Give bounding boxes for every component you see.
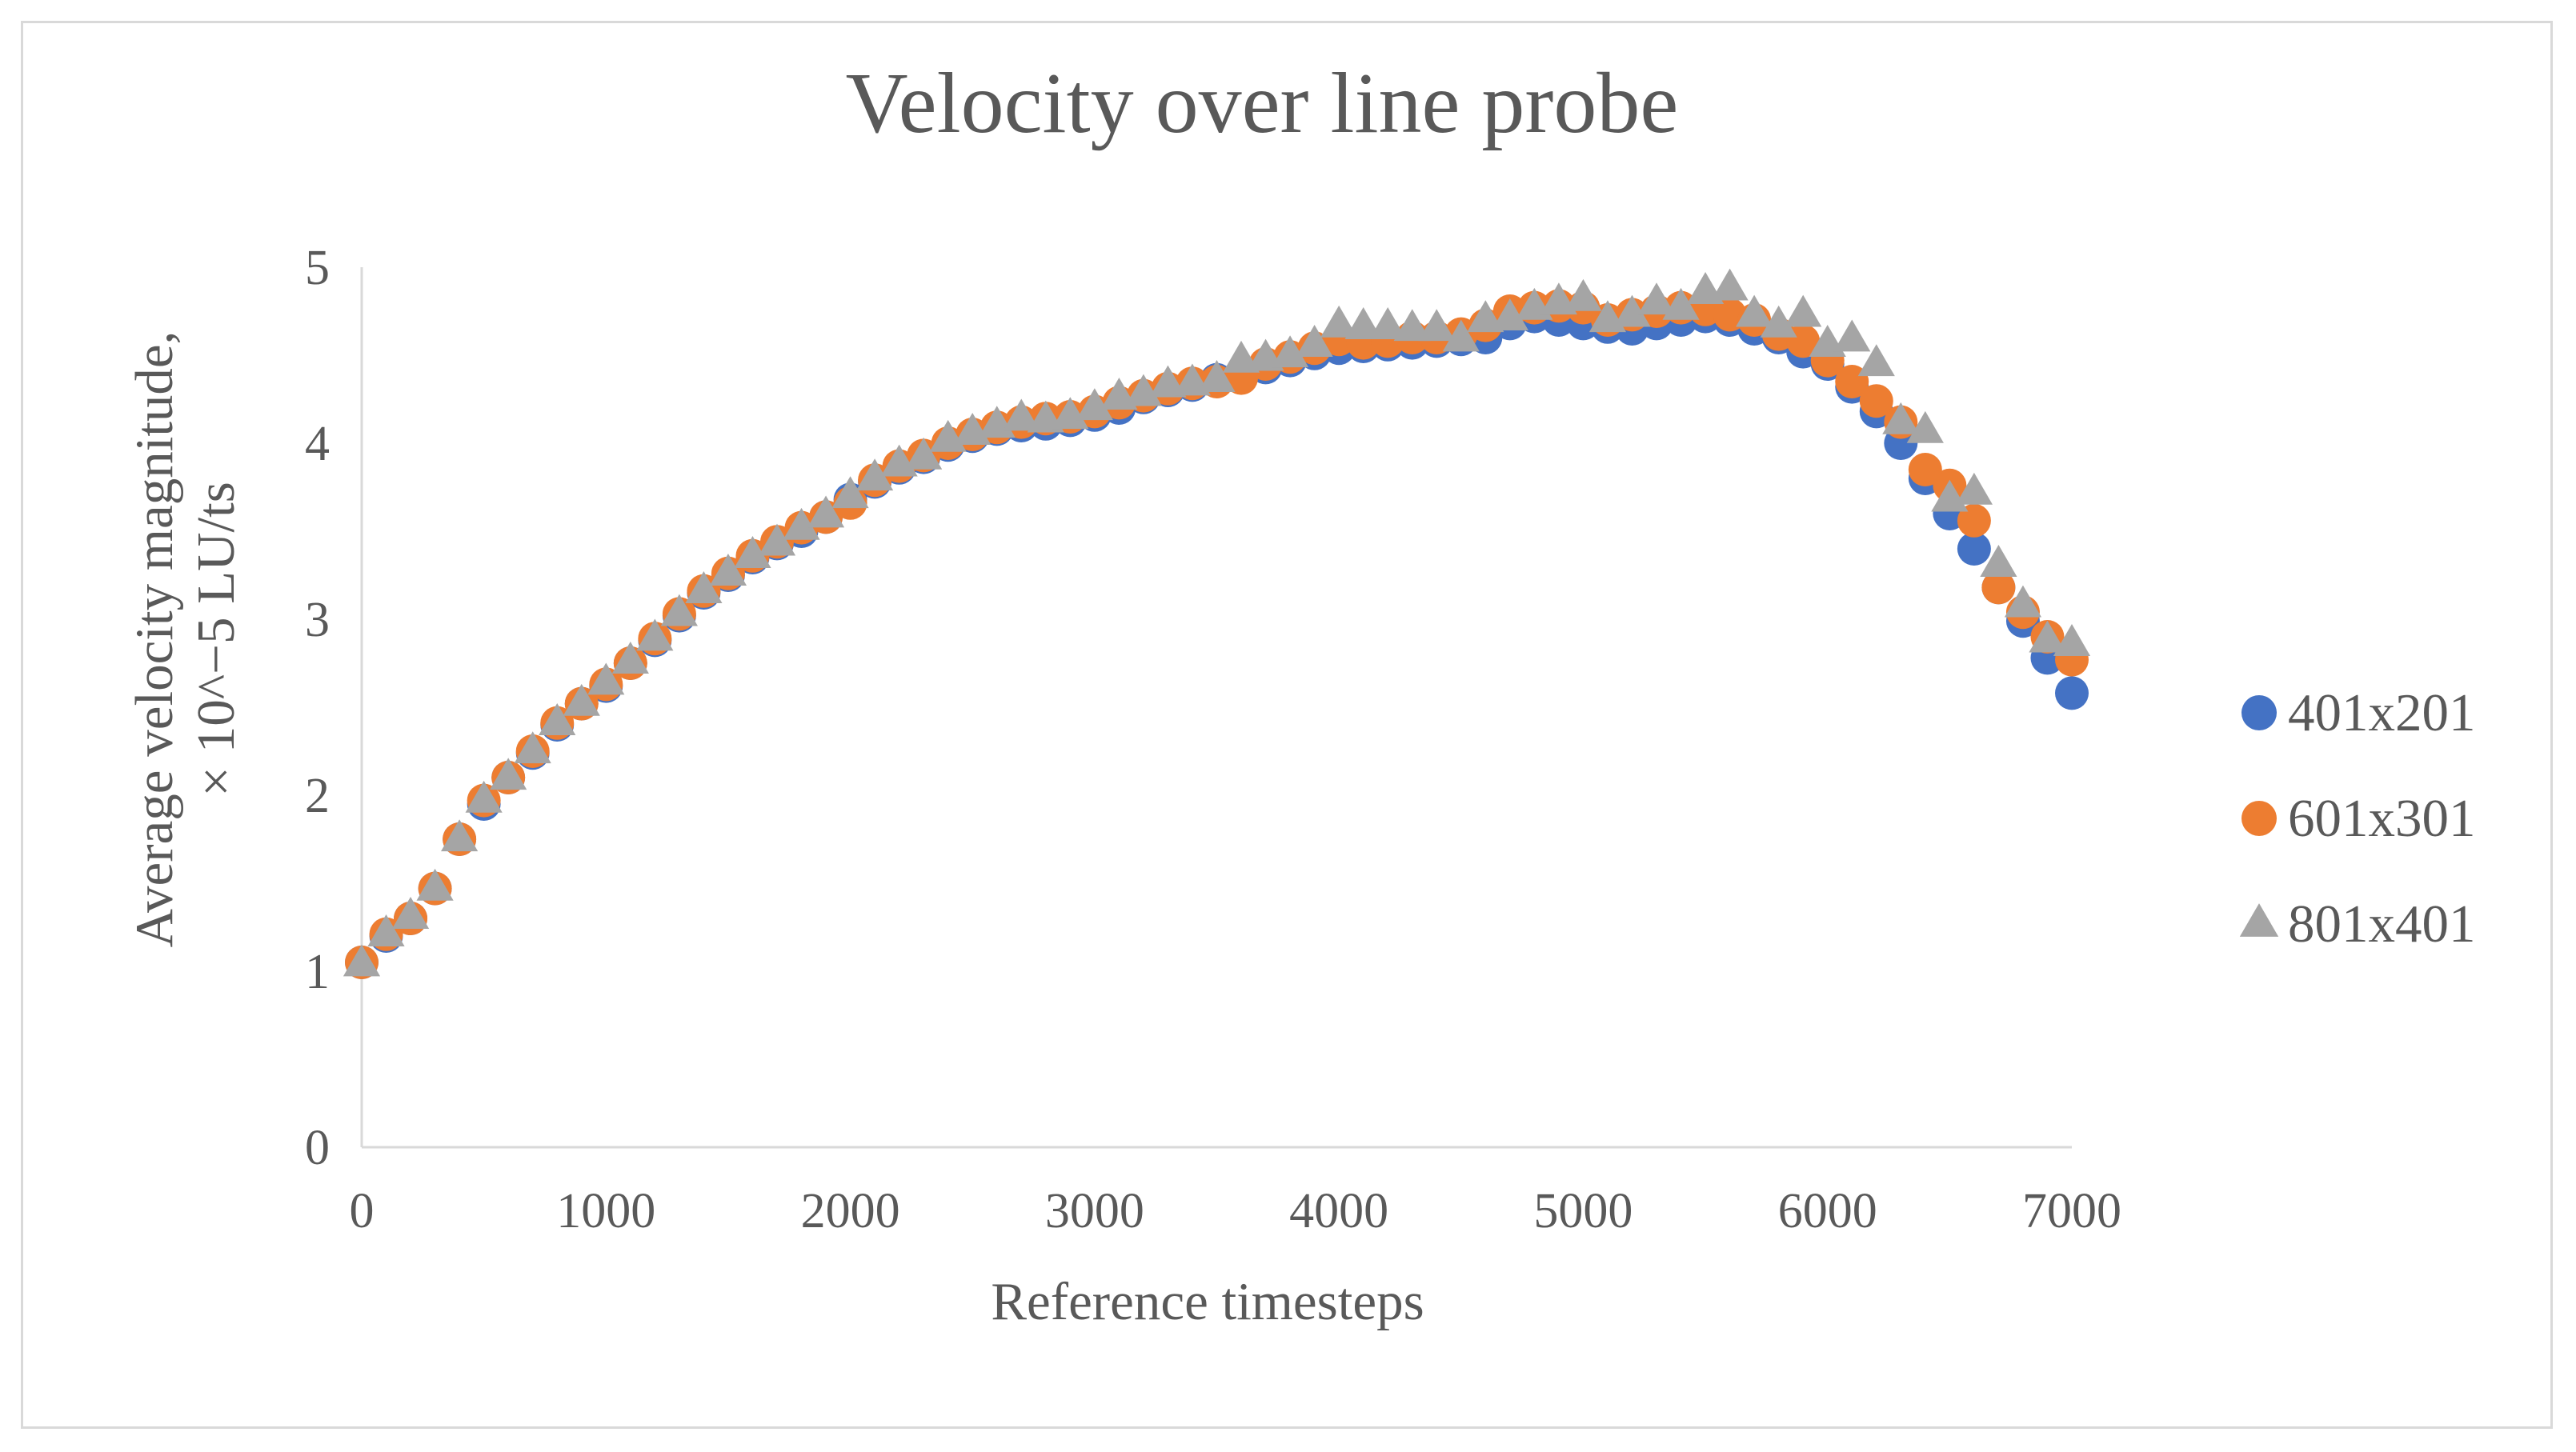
legend-marker: [2241, 801, 2277, 836]
legend-marker: [2239, 903, 2279, 937]
data-point: [1957, 503, 1991, 538]
legend-label: 601x301: [2288, 789, 2476, 848]
data-point: [2055, 676, 2089, 710]
data-point: [758, 523, 796, 556]
y-tick-label: 4: [305, 417, 330, 471]
data-point: [1613, 294, 1651, 327]
legend-marker: [2241, 695, 2277, 730]
data-point: [709, 554, 747, 586]
data-point: [660, 594, 698, 626]
y-tick-label: 3: [305, 593, 330, 647]
chart-frame: Velocity over line probe Average velocit…: [21, 21, 2553, 1429]
data-point: [1785, 294, 1822, 327]
data-point: [1564, 278, 1602, 311]
data-point: [807, 495, 845, 528]
series-601x301: [345, 289, 2089, 979]
data-point: [563, 683, 600, 716]
data-point: [1786, 324, 1821, 358]
legend-label: 801x401: [2288, 894, 2476, 954]
data-point: [2004, 585, 2042, 618]
data-point: [490, 758, 527, 790]
legend: 401x201 601x301 801x401: [2239, 683, 2476, 954]
data-point: [1418, 309, 1456, 342]
data-point: [1957, 532, 1991, 566]
data-point: [611, 642, 649, 674]
axes: [360, 267, 2072, 1149]
data-point: [1271, 335, 1309, 368]
data-point: [1003, 398, 1040, 431]
x-tick-label: 3000: [1045, 1184, 1144, 1238]
data-point: [1955, 472, 1993, 505]
data-point: [416, 868, 454, 901]
data-point: [1442, 319, 1480, 352]
data-point: [1198, 360, 1236, 392]
data-point: [1908, 453, 1942, 486]
legend-label: 401x201: [2288, 683, 2476, 742]
data-points: [343, 268, 2091, 979]
x-tick-label: 4000: [1289, 1184, 1388, 1238]
data-point: [783, 507, 820, 540]
data-point: [1736, 294, 1773, 327]
data-point: [1296, 325, 1333, 357]
data-point: [1149, 365, 1187, 398]
data-point: [465, 780, 503, 813]
x-tick-label: 0: [350, 1184, 375, 1238]
data-point: [1882, 402, 1920, 434]
data-point: [831, 476, 869, 509]
data-point: [636, 618, 674, 651]
y-tick-label: 0: [305, 1121, 330, 1175]
data-point: [1760, 305, 1797, 338]
data-point: [1369, 307, 1407, 339]
chart-title: Velocity over line probe: [846, 56, 1679, 151]
data-point: [1222, 340, 1260, 373]
data-point: [1052, 397, 1089, 430]
data-point: [1906, 410, 1944, 443]
data-point: [1859, 384, 1893, 418]
series-801x401: [343, 268, 2091, 977]
x-axis-label: Reference timesteps: [991, 1272, 1424, 1331]
data-point: [1857, 344, 1895, 377]
data-point: [2053, 624, 2091, 656]
data-point: [1980, 545, 2017, 577]
data-point: [1637, 282, 1676, 315]
x-tick-label: 2000: [801, 1184, 900, 1238]
data-point: [1076, 388, 1113, 421]
data-point: [1393, 309, 1431, 342]
data-point: [1662, 287, 1700, 320]
x-tick-label: 6000: [1778, 1184, 1877, 1238]
tick-labels: 0 1000 2000 3000 4000 5000 6000 7000 0 1 2 3 4 5: [305, 241, 2121, 1238]
data-point: [1467, 300, 1504, 333]
y-axis-label-line1: Average velocity magnitude,: [125, 331, 184, 948]
data-point: [441, 819, 479, 852]
velocity-chart: Velocity over line probe Average velocit…: [125, 56, 2476, 1331]
y-tick-label: 2: [305, 769, 330, 823]
data-point: [685, 571, 723, 603]
data-point: [514, 731, 551, 764]
data-point: [905, 437, 943, 470]
data-point: [1344, 307, 1382, 339]
data-point: [587, 662, 625, 695]
x-tick-label: 1000: [556, 1184, 655, 1238]
series-401x201: [345, 299, 2089, 979]
data-point: [734, 536, 771, 568]
data-point: [539, 703, 576, 735]
data-point: [1491, 298, 1528, 330]
y-tick-label: 5: [305, 241, 330, 295]
y-axis-label-line2: × 10^−5 LU/ts: [186, 482, 246, 797]
data-point: [343, 944, 381, 977]
y-tick-label: 1: [305, 945, 330, 999]
data-point: [367, 914, 405, 946]
data-point: [391, 897, 430, 929]
x-tick-label: 5000: [1533, 1184, 1633, 1238]
data-point: [1981, 570, 2016, 605]
data-point: [1124, 374, 1163, 406]
data-point: [1320, 305, 1358, 338]
data-point: [1711, 268, 1749, 301]
data-point: [2029, 620, 2066, 653]
data-point: [856, 458, 894, 491]
x-tick-label: 7000: [2022, 1184, 2121, 1238]
data-point: [1833, 319, 1871, 352]
